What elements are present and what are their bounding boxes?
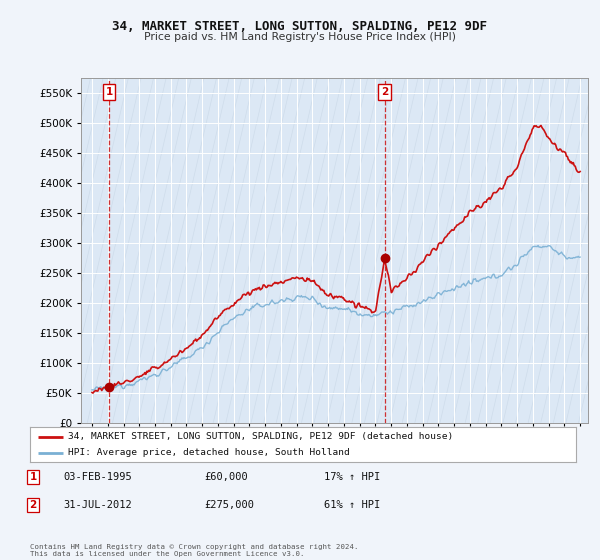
Text: 1: 1 bbox=[29, 472, 37, 482]
Text: £275,000: £275,000 bbox=[204, 500, 254, 510]
Text: 17% ↑ HPI: 17% ↑ HPI bbox=[324, 472, 380, 482]
Text: Contains HM Land Registry data © Crown copyright and database right 2024.
This d: Contains HM Land Registry data © Crown c… bbox=[30, 544, 359, 557]
Text: 03-FEB-1995: 03-FEB-1995 bbox=[63, 472, 132, 482]
Text: 2: 2 bbox=[381, 87, 388, 97]
Text: 61% ↑ HPI: 61% ↑ HPI bbox=[324, 500, 380, 510]
Text: 34, MARKET STREET, LONG SUTTON, SPALDING, PE12 9DF: 34, MARKET STREET, LONG SUTTON, SPALDING… bbox=[113, 20, 487, 32]
Text: 34, MARKET STREET, LONG SUTTON, SPALDING, PE12 9DF (detached house): 34, MARKET STREET, LONG SUTTON, SPALDING… bbox=[68, 432, 454, 441]
Text: 1: 1 bbox=[106, 87, 113, 97]
Text: £60,000: £60,000 bbox=[204, 472, 248, 482]
Text: Price paid vs. HM Land Registry's House Price Index (HPI): Price paid vs. HM Land Registry's House … bbox=[144, 32, 456, 43]
Text: HPI: Average price, detached house, South Holland: HPI: Average price, detached house, Sout… bbox=[68, 448, 350, 457]
Text: 31-JUL-2012: 31-JUL-2012 bbox=[63, 500, 132, 510]
Text: 2: 2 bbox=[29, 500, 37, 510]
